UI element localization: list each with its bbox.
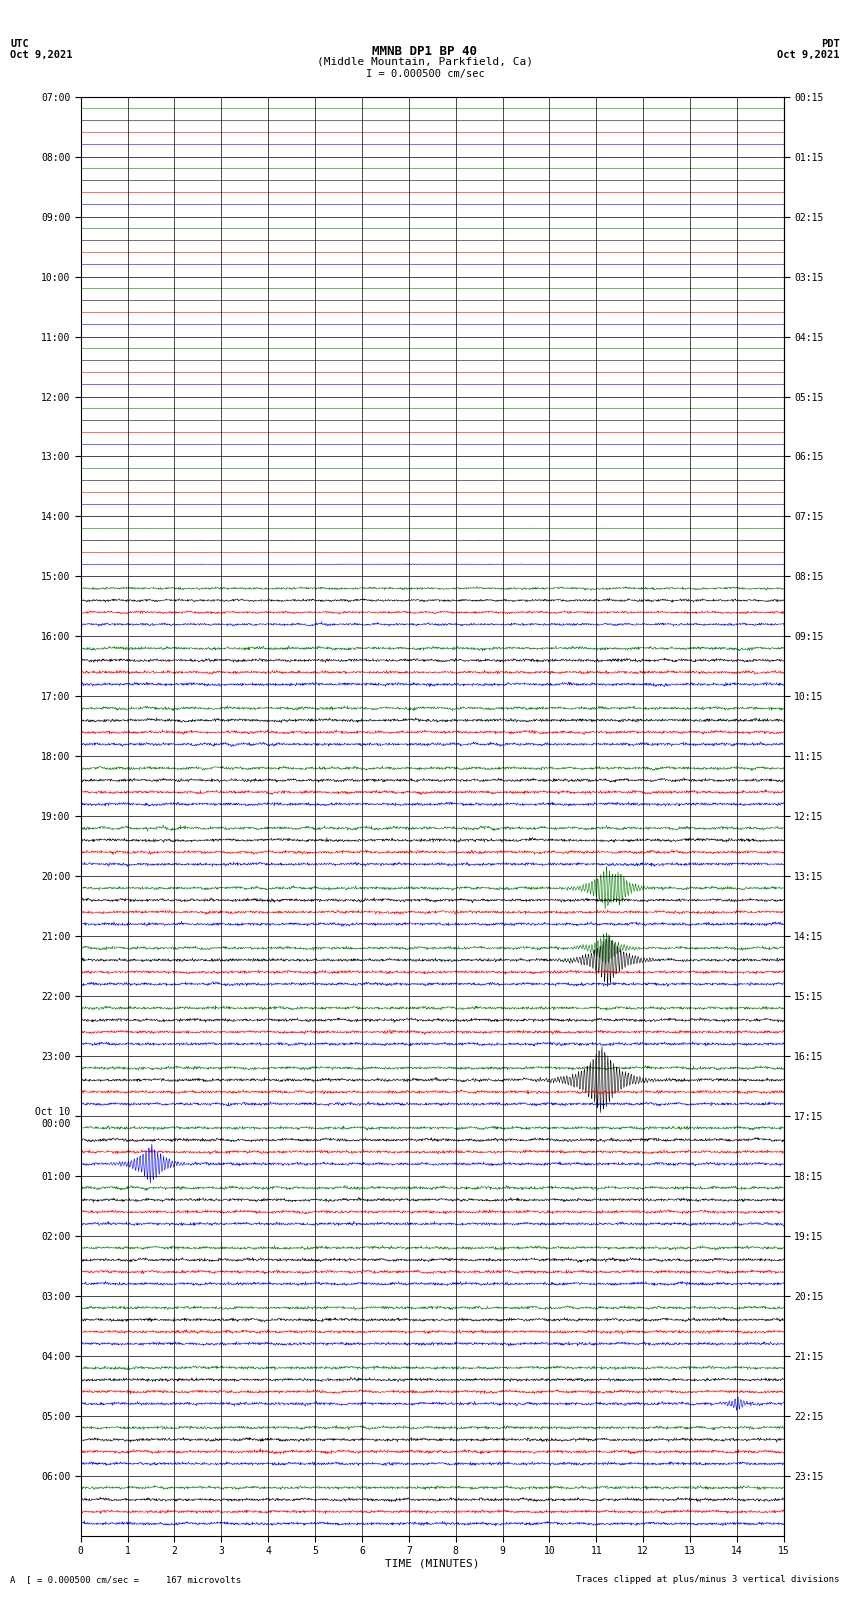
- Text: Traces clipped at plus/minus 3 vertical divisions: Traces clipped at plus/minus 3 vertical …: [576, 1574, 840, 1584]
- Text: Oct 9,2021: Oct 9,2021: [10, 50, 73, 60]
- Text: MMNB DP1 BP 40: MMNB DP1 BP 40: [372, 45, 478, 58]
- Text: (Middle Mountain, Parkfield, Ca): (Middle Mountain, Parkfield, Ca): [317, 56, 533, 66]
- Text: Oct 9,2021: Oct 9,2021: [777, 50, 840, 60]
- Text: PDT: PDT: [821, 39, 840, 48]
- Text: UTC: UTC: [10, 39, 29, 48]
- Text: A  [ = 0.000500 cm/sec =     167 microvolts: A [ = 0.000500 cm/sec = 167 microvolts: [10, 1574, 241, 1584]
- Text: I = 0.000500 cm/sec: I = 0.000500 cm/sec: [366, 69, 484, 79]
- X-axis label: TIME (MINUTES): TIME (MINUTES): [385, 1558, 479, 1569]
